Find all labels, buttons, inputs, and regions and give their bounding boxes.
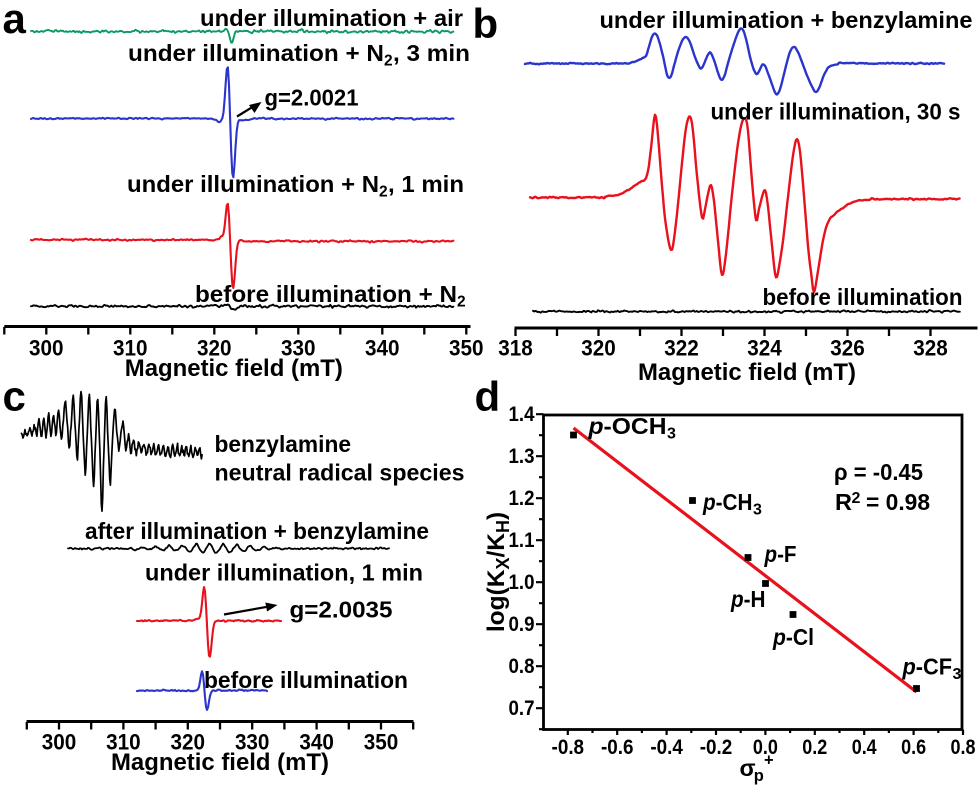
svg-text:p-OCH: p-OCH [587,413,666,439]
svg-text:, 1 min: , 1 min [388,171,464,197]
svg-text:330: 330 [281,336,316,361]
svg-text:Magnetic field (mT): Magnetic field (mT) [125,355,343,382]
svg-text:p-H: p-H [730,586,765,612]
svg-text:2: 2 [457,294,466,311]
svg-text:3: 3 [753,502,762,519]
svg-text:1.2: 1.2 [509,487,535,510]
svg-text:1.1: 1.1 [509,529,535,552]
svg-text:d: d [475,373,501,420]
svg-text:under illumination, 1 min: under illumination, 1 min [145,560,423,586]
svg-text:300: 300 [29,336,64,361]
svg-text:p-CF: p-CF [902,654,952,680]
svg-text:0.6: 0.6 [901,736,926,759]
svg-text:-0.6: -0.6 [601,736,634,759]
svg-text:before illumination: before illumination [204,667,408,693]
svg-text:+: + [764,752,774,770]
svg-text:g=2.0021: g=2.0021 [265,84,359,110]
svg-text:neutral radical species: neutral radical species [215,460,465,486]
svg-text:log(KX/KH): log(KX/KH) [483,512,513,632]
svg-text:318: 318 [498,336,533,361]
svg-text:340: 340 [365,336,400,361]
svg-text:-0.4: -0.4 [650,736,683,759]
svg-text:= 0.98: = 0.98 [866,489,930,515]
svg-text:ρ = -0.45: ρ = -0.45 [834,459,923,485]
svg-text:p: p [754,767,764,785]
svg-text:0.8: 0.8 [951,736,976,759]
svg-text:300: 300 [42,730,77,755]
svg-text:σ: σ [740,755,756,781]
svg-text:0.2: 0.2 [802,736,827,759]
svg-text:3: 3 [953,666,962,683]
svg-text:, 3 min: , 3 min [393,40,470,66]
svg-text:R: R [835,489,852,515]
svg-text:under illumination + benzylami: under illumination + benzylamine [600,7,973,33]
svg-text:326: 326 [830,336,865,361]
svg-text:2: 2 [379,184,388,201]
svg-text:322: 322 [664,336,699,361]
svg-text:under illumination, 30 s: under illumination, 30 s [711,99,961,125]
svg-text:310: 310 [113,336,148,361]
svg-text:324: 324 [747,336,782,361]
svg-text:benzylamine: benzylamine [215,431,352,457]
svg-text:g=2.0035: g=2.0035 [290,597,393,623]
svg-text:p-CH: p-CH [702,489,752,515]
svg-text:after illumination + benzylami: after illumination + benzylamine [85,518,429,544]
svg-text:0.4: 0.4 [852,736,877,759]
svg-text:330: 330 [235,730,270,755]
svg-text:-0.8: -0.8 [552,736,585,759]
svg-text:Magnetic field (mT): Magnetic field (mT) [111,749,329,776]
svg-text:b: b [473,0,499,47]
svg-text:2: 2 [852,490,861,507]
svg-text:340: 340 [299,730,334,755]
svg-text:0.0: 0.0 [753,736,778,759]
svg-text:310: 310 [106,730,141,755]
svg-text:Magnetic field (mT): Magnetic field (mT) [638,359,856,386]
svg-text:0.7: 0.7 [509,697,535,720]
svg-text:before illumination + N: before illumination + N [195,281,457,307]
svg-text:328: 328 [913,336,948,361]
svg-text:320: 320 [171,730,206,755]
svg-text:-0.2: -0.2 [700,736,733,759]
svg-text:0.8: 0.8 [509,655,535,678]
svg-text:350: 350 [449,336,484,361]
svg-text:1.0: 1.0 [509,571,535,594]
svg-text:p-F: p-F [764,541,797,567]
svg-text:under illumination + N: under illumination + N [128,40,384,66]
svg-text:under illumination + air: under illumination + air [200,5,463,31]
svg-text:320: 320 [581,336,616,361]
svg-text:350: 350 [364,730,399,755]
svg-text:1.3: 1.3 [509,445,535,468]
svg-text:1.4: 1.4 [509,403,535,426]
svg-text:0.9: 0.9 [509,613,535,636]
svg-text:p-Cl: p-Cl [772,624,814,650]
svg-text:a: a [3,0,27,42]
svg-text:before illumination: before illumination [763,284,963,310]
svg-text:320: 320 [197,336,232,361]
svg-text:3: 3 [667,426,676,443]
svg-text:c: c [3,373,26,420]
svg-text:2: 2 [384,53,393,70]
svg-text:under illumination + N: under illumination + N [127,171,379,197]
